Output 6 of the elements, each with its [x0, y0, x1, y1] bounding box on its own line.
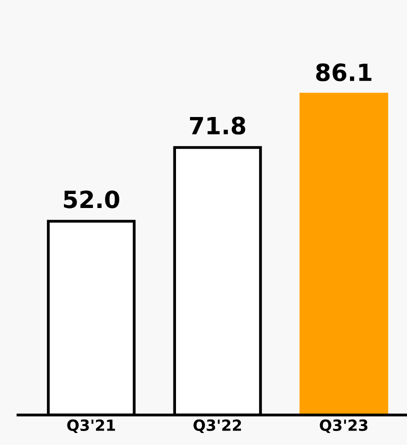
data-label: 52.0: [64, 190, 120, 208]
x-tick-label: Q3'22: [194, 419, 242, 434]
x-tick-label: Q3'21: [67, 419, 115, 434]
data-label: 71.8: [190, 116, 246, 135]
data-label: 86.1: [316, 63, 372, 82]
x-tick-label: Q3'23: [320, 419, 368, 434]
